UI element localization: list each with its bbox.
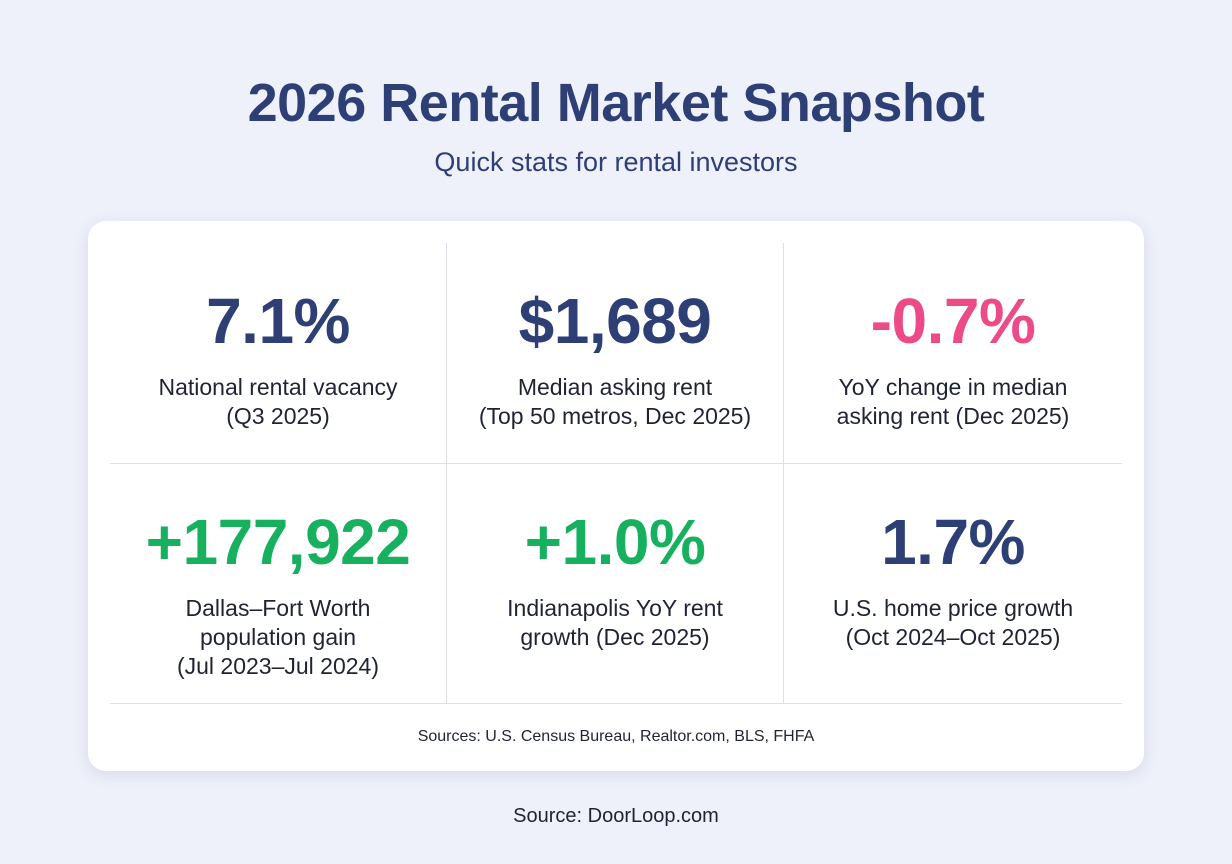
stat-national-vacancy: 7.1% National rental vacancy (Q3 2025) — [110, 243, 447, 464]
stat-label: U.S. home price growth (Oct 2024–Oct 202… — [832, 595, 1074, 650]
card-sources: Sources: U.S. Census Bureau, Realtor.com… — [417, 728, 815, 745]
stat-home-price-growth: 1.7% U.S. home price growth (Oct 2024–Oc… — [784, 464, 1122, 704]
stat-value: $1,689 — [518, 285, 712, 357]
stat-value: 7.1% — [206, 285, 350, 357]
page-subtitle: Quick stats for rental investors — [434, 147, 798, 177]
stat-label: Dallas–Fort Worth population gain (Jul 2… — [176, 595, 380, 679]
stat-value: +1.0% — [524, 506, 706, 578]
stat-median-asking-rent: $1,689 Median asking rent (Top 50 metros… — [447, 243, 784, 464]
stat-yoy-rent-change: -0.7% YoY change in median asking rent (… — [784, 243, 1122, 464]
stats-grid: 7.1% National rental vacancy (Q3 2025) $… — [110, 243, 1122, 704]
stat-label: Indianapolis YoY rent growth (Dec 2025) — [507, 595, 723, 650]
stat-label: YoY change in median asking rent (Dec 20… — [836, 374, 1070, 429]
stats-card: 7.1% National rental vacancy (Q3 2025) $… — [88, 221, 1144, 771]
stat-value: 1.7% — [881, 506, 1025, 578]
stat-label: Median asking rent (Top 50 metros, Dec 2… — [478, 374, 752, 429]
stat-value: -0.7% — [870, 285, 1036, 357]
stat-label: National rental vacancy (Q3 2025) — [158, 374, 398, 429]
stat-value: +177,922 — [145, 506, 411, 578]
stat-dfw-population-gain: +177,922 Dallas–Fort Worth population ga… — [110, 464, 447, 704]
footer-source: Source: DoorLoop.com — [513, 805, 719, 827]
page-title: 2026 Rental Market Snapshot — [247, 73, 985, 133]
stat-indianapolis-rent-growth: +1.0% Indianapolis YoY rent growth (Dec … — [447, 464, 784, 704]
